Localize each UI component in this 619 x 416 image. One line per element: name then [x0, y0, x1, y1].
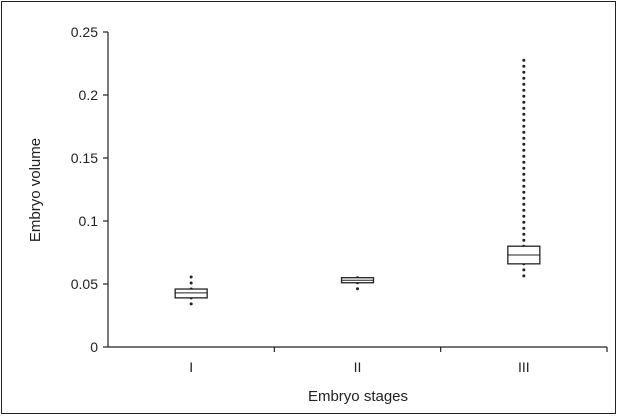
- interquartile-box: [174, 288, 208, 299]
- y-tick-label: 0.2: [79, 87, 99, 103]
- box-stage-II: [340, 274, 375, 291]
- y-tick-label: 0.15: [71, 150, 98, 166]
- y-ticks: 0 0.05 0.1 0.15 0.2 0.25: [71, 24, 108, 355]
- boxes: [174, 53, 541, 307]
- x-axis-title: Embryo stages: [308, 388, 408, 405]
- x-tick-label: II: [354, 359, 362, 375]
- y-tick-label: 0.05: [71, 276, 98, 292]
- x-tick-label: I: [189, 359, 193, 375]
- box-stage-I: [174, 269, 208, 307]
- box-stage-III: [507, 53, 541, 280]
- y-tick-label: 0.1: [79, 213, 99, 229]
- axes: [107, 32, 607, 348]
- y-tick-label: 0: [90, 339, 98, 355]
- y-tick-label: 0.25: [71, 24, 98, 40]
- y-axis-title: Embryo volume: [27, 138, 44, 242]
- x-tick-label: III: [518, 359, 530, 375]
- x-ticks: I II III: [189, 347, 608, 375]
